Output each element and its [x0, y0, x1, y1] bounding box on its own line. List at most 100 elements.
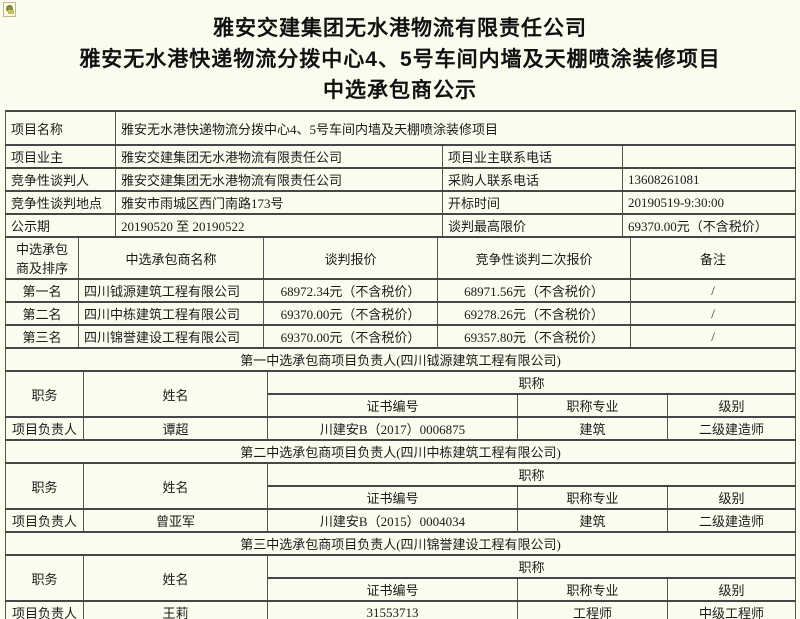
bidder-quote: 69370.00元（不含税价）: [263, 301, 438, 326]
second-quote-header: 竞争性谈判二次报价: [437, 236, 631, 280]
person-level: 二级建造师: [666, 508, 797, 533]
person-name: 谭超: [83, 416, 268, 441]
project-name-label: 项目名称: [5, 110, 116, 146]
name-header: 姓名: [83, 554, 268, 602]
person-major: 工程师: [517, 600, 668, 619]
person-major: 建筑: [517, 508, 668, 533]
cert-header: 证书编号: [267, 393, 518, 418]
role-header: 职务: [5, 370, 84, 418]
max-price-value: 69370.00元（不含税价）: [621, 213, 797, 238]
bidder-name: 四川钺源建筑工程有限公司: [78, 278, 264, 303]
section-title: 第三中选承包商项目负责人(四川锦誉建设工程有限公司): [4, 531, 797, 556]
personnel-header-row: 职务 姓名 职称: [5, 554, 797, 602]
bidders-header-row: 中选承包商及排序 中选承包商名称 谈判报价 竞争性谈判二次报价 备注: [5, 236, 796, 280]
publicity-period-label: 公示期: [5, 213, 116, 238]
bidder-remark: /: [630, 324, 796, 349]
name-header: 姓名: [83, 370, 268, 418]
section-title-row: 第三中选承包商项目负责人(四川锦誉建设工程有限公司): [4, 531, 797, 556]
bidder-second-quote: 68971.56元（不含税价）: [437, 278, 631, 303]
project-name-value: 雅安无水港快递物流分拨中心4、5号车间内墙及天棚喷涂装修项目: [114, 110, 797, 146]
publicity-period-value: 20190520 至 20190522: [115, 213, 443, 238]
bidder-row-3: 第三名 四川锦誉建设工程有限公司 69370.00元（不含税价） 69357.8…: [5, 324, 796, 349]
section-title: 第一中选承包商项目负责人(四川钺源建筑工程有限公司): [4, 347, 797, 372]
role-header: 职务: [5, 554, 84, 602]
title-line-project: 雅安无水港快递物流分拨中心4、5号车间内墙及天棚喷涂装修项目: [79, 48, 721, 71]
personnel-subheader-row: 证书编号 职称专业 级别: [6, 577, 797, 602]
role-header: 职务: [5, 462, 84, 510]
bidder-rank: 第三名: [5, 324, 79, 349]
location-value: 雅安市雨城区西门南路173号: [115, 190, 443, 215]
document-title: 雅安交建集团无水港物流有限责任公司 雅安无水港快递物流分拨中心4、5号车间内墙及…: [0, 0, 800, 106]
owner-phone-value: [621, 144, 797, 169]
max-price-label: 谈判最高限价: [442, 213, 623, 238]
person-role: 项目负责人: [5, 416, 84, 441]
personnel-data-row: 项目负责人 王莉 31553713 工程师 中级工程师: [5, 600, 797, 619]
negotiator-value: 雅安交建集团无水港物流有限责任公司: [115, 167, 443, 192]
bidder-name: 四川锦誉建设工程有限公司: [78, 324, 264, 349]
bidder-row-2: 第二名 四川中栋建筑工程有限公司 69370.00元（不含税价） 69278.2…: [5, 301, 796, 326]
bidder-remark: /: [630, 301, 796, 326]
bidders-table: 中选承包商及排序 中选承包商名称 谈判报价 竞争性谈判二次报价 备注 第一名 四…: [5, 236, 796, 349]
bidder-remark: /: [630, 278, 796, 303]
owner-phone-label: 项目业主联系电话: [442, 144, 623, 169]
personnel-subheader-row: 证书编号 职称专业 级别: [6, 393, 797, 418]
person-level: 中级工程师: [666, 600, 797, 619]
negotiator-label: 竞争性谈判人: [5, 167, 116, 192]
table-row-location: 竞争性谈判地点 雅安市雨城区西门南路173号 开标时间 20190519-9:3…: [5, 190, 797, 215]
bidder-quote: 69370.00元（不含税价）: [263, 324, 438, 349]
purchaser-phone-label: 采购人联系电话: [442, 167, 623, 192]
owner-label: 项目业主: [5, 144, 116, 169]
person-cert: 31553713: [267, 600, 518, 619]
person-name: 曾亚军: [83, 508, 268, 533]
open-time-value: 20190519-9:30:00: [621, 190, 797, 215]
cert-header: 证书编号: [267, 485, 518, 510]
section-title: 第二中选承包商项目负责人(四川中栋建筑工程有限公司): [4, 439, 797, 464]
personnel-section-3: 第三中选承包商项目负责人(四川锦誉建设工程有限公司) 职务 姓名 职称 证书编号…: [4, 531, 797, 619]
bidder-name: 四川中栋建筑工程有限公司: [78, 301, 264, 326]
bidder-name-header: 中选承包商名称: [78, 236, 264, 280]
bidder-rank: 第二名: [5, 301, 79, 326]
quote-header: 谈判报价: [263, 236, 438, 280]
section-title-row: 第一中选承包商项目负责人(四川钺源建筑工程有限公司): [4, 347, 797, 372]
bidder-row-1: 第一名 四川钺源建筑工程有限公司 68972.34元（不含税价） 68971.5…: [5, 278, 796, 303]
title-line-company: 雅安交建集团无水港物流有限责任公司: [213, 17, 587, 40]
title-line-announcement: 中选承包商公示: [323, 79, 477, 102]
person-cert: 川建安B（2015）0004034: [267, 508, 518, 533]
personnel-header-row: 职务 姓名 职称: [5, 462, 797, 510]
title-header: 职称: [266, 462, 797, 487]
personnel-section-1: 第一中选承包商项目负责人(四川钺源建筑工程有限公司) 职务 姓名 职称 证书编号…: [4, 347, 797, 441]
table-row-publicity-period: 公示期 20190520 至 20190522 谈判最高限价 69370.00元…: [5, 213, 797, 238]
owner-value: 雅安交建集团无水港物流有限责任公司: [115, 144, 443, 169]
open-time-label: 开标时间: [442, 190, 623, 215]
bidder-quote: 68972.34元（不含税价）: [263, 278, 438, 303]
person-role: 项目负责人: [5, 508, 84, 533]
table-row-owner: 项目业主 雅安交建集团无水港物流有限责任公司 项目业主联系电话: [5, 144, 797, 169]
level-header: 级别: [666, 485, 797, 510]
purchaser-phone-value: 13608261081: [621, 167, 797, 192]
cert-header: 证书编号: [267, 577, 518, 602]
person-name: 王莉: [83, 600, 268, 619]
person-level: 二级建造师: [666, 416, 797, 441]
section-title-row: 第二中选承包商项目负责人(四川中栋建筑工程有限公司): [4, 439, 797, 464]
level-header: 级别: [666, 393, 797, 418]
project-info-table: 项目名称 雅安无水港快递物流分拨中心4、5号车间内墙及天棚喷涂装修项目 项目业主…: [5, 110, 797, 238]
person-cert: 川建安B（2017）0006875: [267, 416, 518, 441]
bidder-rank: 第一名: [5, 278, 79, 303]
personnel-data-row: 项目负责人 曾亚军 川建安B（2015）0004034 建筑 二级建造师: [5, 508, 797, 533]
name-header: 姓名: [83, 462, 268, 510]
table-row-project-name: 项目名称 雅安无水港快递物流分拨中心4、5号车间内墙及天棚喷涂装修项目: [5, 110, 797, 146]
title-header: 职称: [266, 554, 797, 579]
bidder-second-quote: 69278.26元（不含税价）: [437, 301, 631, 326]
personnel-data-row: 项目负责人 谭超 川建安B（2017）0006875 建筑 二级建造师: [5, 416, 797, 441]
person-role: 项目负责人: [5, 600, 84, 619]
bidder-second-quote: 69357.80元（不含税价）: [437, 324, 631, 349]
title-header: 职称: [266, 370, 797, 395]
table-row-negotiator: 竞争性谈判人 雅安交建集团无水港物流有限责任公司 采购人联系电话 1360826…: [5, 167, 797, 192]
person-major: 建筑: [517, 416, 668, 441]
personnel-header-row: 职务 姓名 职称: [5, 370, 797, 418]
rank-header: 中选承包商及排序: [5, 236, 79, 280]
broken-image-placeholder-icon: [3, 2, 16, 17]
personnel-section-2: 第二中选承包商项目负责人(四川中栋建筑工程有限公司) 职务 姓名 职称 证书编号…: [4, 439, 797, 533]
level-header: 级别: [666, 577, 797, 602]
